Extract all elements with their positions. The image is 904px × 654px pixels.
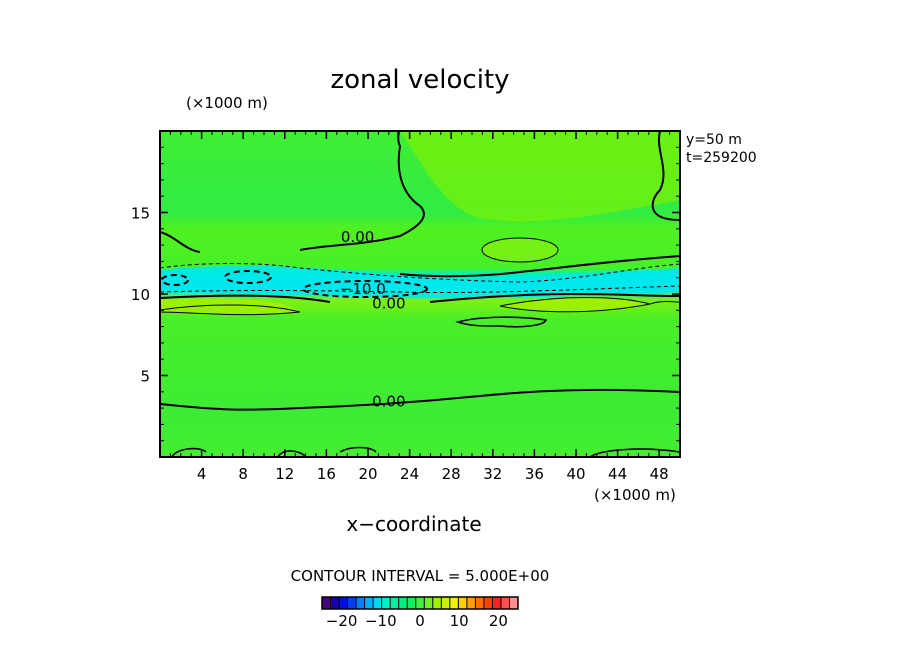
contour-five-low — [160, 297, 680, 316]
y-tick-label: 15 — [131, 205, 150, 223]
x-axis-unit: (×1000 m) — [594, 486, 676, 504]
x-axis-label: x−coordinate — [346, 512, 481, 536]
x-tick-label: 24 — [400, 465, 419, 483]
annotation-y: y=50 m — [686, 132, 742, 148]
contour-zero-upper — [160, 131, 425, 253]
y-axis-unit: (×1000 m) — [186, 94, 268, 112]
contour-neg10-left — [161, 274, 189, 286]
field-patch-lower-yellowgreen — [160, 298, 300, 315]
colorbar-swatch — [441, 597, 451, 609]
colorbar-swatch — [492, 597, 502, 609]
colorbar-swatch — [381, 597, 391, 609]
y-axis-ticks: 5 10 15 — [131, 146, 680, 442]
contour-label: −10.0 — [340, 280, 386, 298]
contour-lines — [160, 131, 680, 457]
colorbar-swatch — [475, 597, 485, 609]
contour-five-eddy — [481, 237, 559, 263]
x-tick-label: 16 — [317, 465, 336, 483]
colorbar-tick-label: 20 — [489, 612, 508, 630]
x-tick-label: 48 — [650, 465, 669, 483]
x-tick-label: 4 — [197, 465, 207, 483]
x-tick-label: 32 — [483, 465, 502, 483]
contour-dashed-upper — [160, 263, 680, 283]
x-axis-ticks: 4 8 12 16 20 24 28 32 36 40 44 48 — [169, 131, 671, 483]
colorbar-swatch — [458, 597, 468, 609]
x-tick-label: 12 — [275, 465, 294, 483]
colorbar-swatch — [466, 597, 476, 609]
colorbar-swatch — [339, 597, 348, 609]
y-tick-label: 10 — [131, 286, 150, 304]
colorbar-swatch — [407, 597, 417, 609]
field-patch-right-yellowgreen — [500, 297, 650, 312]
x-tick-label: 28 — [442, 465, 461, 483]
contour-label: 0.00 — [341, 228, 374, 246]
colorbar-swatch — [390, 597, 400, 609]
colorbar-tick-label: −10 — [365, 612, 397, 630]
colorbar-swatch — [373, 597, 383, 609]
field-patch-center-cyan — [160, 265, 680, 299]
colorbar-tick-label: 0 — [415, 612, 425, 630]
contour-zero-low — [160, 292, 680, 303]
colorbar-swatch — [398, 597, 408, 609]
colorbar-frame — [321, 596, 519, 610]
chart-title: zonal velocity — [330, 65, 509, 95]
colorbar-swatch — [449, 597, 459, 609]
contour-neg10-midleft — [224, 270, 272, 284]
colorbar-tick-label: −20 — [326, 612, 358, 630]
colorbar-swatch — [415, 597, 425, 609]
x-tick-label: 44 — [608, 465, 627, 483]
field-patch-eddy — [482, 238, 558, 262]
field-patch-upper-yellowgreen — [400, 131, 680, 222]
colorbar-swatch — [364, 597, 374, 609]
colorbar-swatch — [322, 597, 331, 609]
plot-area: 0.00−10.00.000.00 4 8 12 16 20 24 28 32 36 40 44 48… — [131, 130, 681, 483]
x-tick-label: 36 — [525, 465, 544, 483]
colorbar-swatch — [347, 597, 357, 609]
contour-zero-mid — [399, 255, 680, 278]
colorbar-swatch — [483, 597, 493, 609]
contour-interval: CONTOUR INTERVAL = 5.000E+00 — [291, 567, 550, 585]
contour-zero-right-top — [651, 131, 680, 221]
x-tick-label: 8 — [238, 465, 248, 483]
field-overlays — [160, 131, 680, 315]
contour-zero-blob — [455, 316, 548, 328]
contour-label: 0.00 — [372, 295, 405, 313]
contour-dashed-lower — [160, 285, 680, 294]
annotation-t: t=259200 — [686, 150, 757, 166]
contour-zero-south — [160, 388, 680, 411]
contour-neg10-center — [302, 280, 428, 298]
colorbar-swatch — [432, 597, 442, 609]
x-tick-label: 20 — [358, 465, 377, 483]
colorbar-swatch — [424, 597, 434, 609]
colorbar: −20 −10 0 10 20 — [321, 596, 519, 630]
colorbar-swatch — [356, 597, 366, 609]
contour-label: 0.00 — [372, 392, 405, 410]
contour-labels: 0.00−10.00.000.00 — [340, 228, 406, 411]
colorbar-swatch — [509, 597, 519, 609]
colorbar-tick-label: 10 — [450, 612, 469, 630]
contour-zero-bottom — [171, 446, 680, 457]
y-tick-label: 5 — [140, 368, 150, 386]
colorbar-swatch — [500, 597, 510, 609]
colorbar-swatch — [330, 597, 340, 609]
x-tick-label: 40 — [566, 465, 585, 483]
